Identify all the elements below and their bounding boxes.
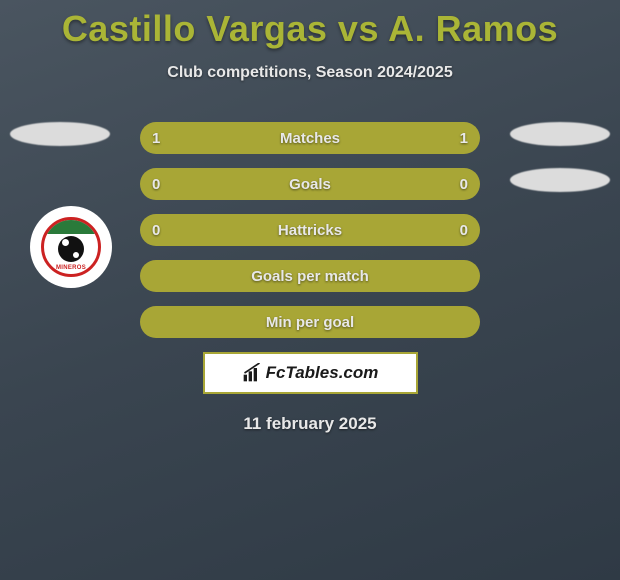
stat-rows: 1 Matches 1 MINEROS 0 Goals 0 0 Hattrick… bbox=[0, 122, 620, 338]
stat-row-goals: 0 Goals 0 bbox=[0, 168, 620, 200]
page-title: Castillo Vargas vs A. Ramos bbox=[0, 0, 620, 50]
player-left-placeholder-oval bbox=[10, 122, 110, 146]
date-label: 11 february 2025 bbox=[0, 414, 620, 434]
stat-bar: Goals per match bbox=[140, 260, 480, 292]
stat-label: Matches bbox=[140, 130, 480, 147]
stat-row-hattricks: 0 Hattricks 0 bbox=[0, 214, 620, 246]
stat-label: Goals per match bbox=[140, 268, 480, 285]
stat-bar: 0 Hattricks 0 bbox=[140, 214, 480, 246]
stat-bar: 0 Goals 0 bbox=[140, 168, 480, 200]
player-right-placeholder-oval bbox=[510, 122, 610, 146]
branding-text: FcTables.com bbox=[266, 363, 379, 383]
branding-link[interactable]: FcTables.com bbox=[203, 352, 418, 394]
stat-bar: Min per goal bbox=[140, 306, 480, 338]
stat-label: Goals bbox=[140, 176, 480, 193]
stat-row-goals-per-match: Goals per match bbox=[0, 260, 620, 292]
competition-subtitle: Club competitions, Season 2024/2025 bbox=[0, 64, 620, 82]
stat-label: Min per goal bbox=[140, 314, 480, 331]
bars-icon bbox=[242, 363, 262, 383]
stat-row-min-per-goal: Min per goal bbox=[0, 306, 620, 338]
stat-row-matches: 1 Matches 1 MINEROS bbox=[0, 122, 620, 154]
stat-label: Hattricks bbox=[140, 222, 480, 239]
stat-bar: 1 Matches 1 bbox=[140, 122, 480, 154]
